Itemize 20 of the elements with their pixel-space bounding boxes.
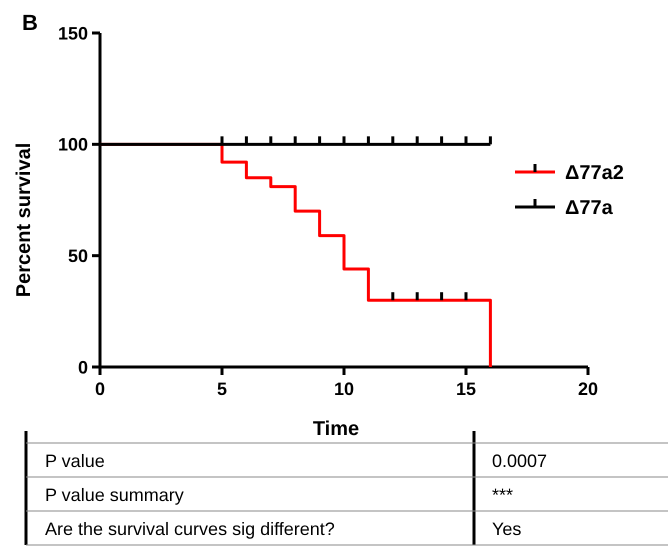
x-tick-label: 5	[216, 379, 228, 399]
y-tick-label: 150	[58, 23, 88, 44]
y-tick-label: 50	[68, 246, 88, 266]
x-tick-label: 15	[456, 379, 476, 399]
x-tick-label: 0	[94, 379, 106, 399]
text: P value	[45, 451, 105, 471]
text: P value summary	[45, 485, 184, 505]
y-tick-label: 100	[58, 134, 88, 155]
x-tick-label: 20	[578, 379, 598, 399]
y-axis-title: Percent survival	[13, 142, 35, 298]
legend-label: Δ77a2	[565, 162, 624, 184]
text: ***	[492, 485, 514, 505]
text: 0.0007	[492, 451, 548, 471]
y-tick-label: 0	[78, 357, 88, 378]
legend-label: Δ77a	[565, 197, 614, 219]
x-tick-label: 10	[334, 379, 354, 399]
x-axis-title: Time	[312, 418, 360, 440]
text: Are the survival curves sig different?	[45, 519, 335, 539]
text: Yes	[492, 519, 522, 539]
chart-title: B	[22, 10, 38, 35]
